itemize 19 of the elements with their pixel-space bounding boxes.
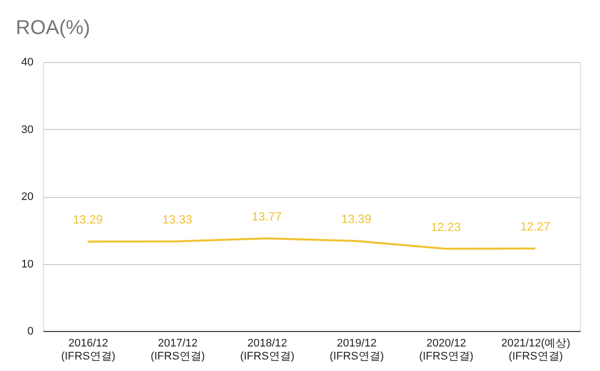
x-tick-label: 2016/12 (IFRS연결) <box>61 338 116 362</box>
data-label: 13.33 <box>162 212 193 226</box>
data-label: 13.39 <box>341 212 372 226</box>
chart-title: ROA(%) <box>16 17 90 39</box>
y-tick-label: 40 <box>21 56 34 68</box>
data-label: 12.23 <box>430 220 462 234</box>
x-tick-label: 2017/12 (IFRS연결) <box>150 338 205 362</box>
x-tick-label: 2020/12 (IFRS연결) <box>419 338 474 362</box>
y-tick-label: 0 <box>27 326 34 338</box>
x-tick-label: 2021/12(예상) (IFRS연결) <box>501 338 570 362</box>
y-tick-label: 30 <box>21 124 34 136</box>
data-label: 13.29 <box>72 212 104 227</box>
x-tick-label: 2018/12 (IFRS연결) <box>240 338 294 362</box>
y-tick-label: 20 <box>21 191 34 203</box>
data-label: 13.77 <box>252 209 282 224</box>
line-series <box>86 237 536 250</box>
y-tick-label: 10 <box>21 258 34 270</box>
x-tick-label: 2019/12 (IFRS연결) <box>330 338 384 362</box>
data-label: 12.27 <box>520 219 551 234</box>
